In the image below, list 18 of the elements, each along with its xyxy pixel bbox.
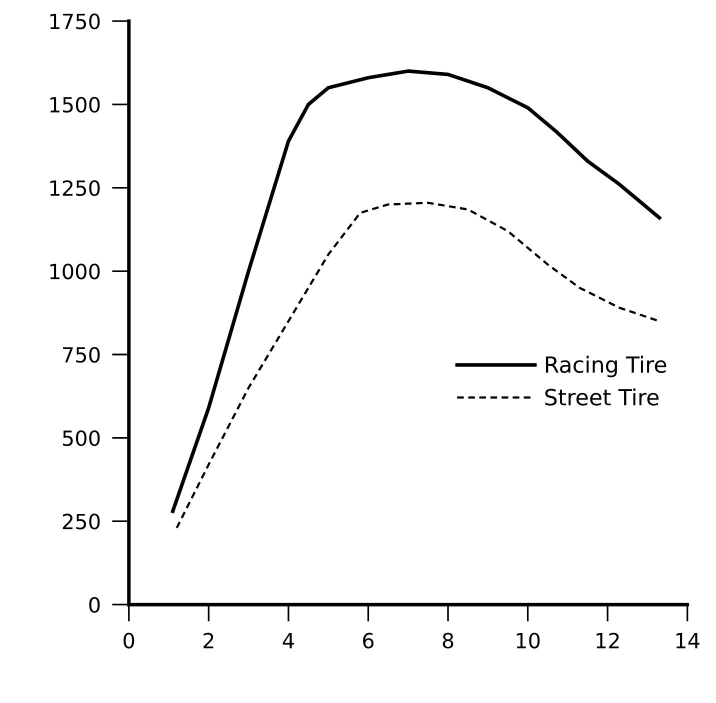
y-tick-label: 1000 xyxy=(50,264,100,280)
x-tick-label: 14 xyxy=(676,633,700,648)
y-tick-label: 1750 xyxy=(50,14,100,30)
y-tick-label: 750 xyxy=(63,346,100,363)
x-tick-label: 6 xyxy=(363,632,374,648)
x-tick-label: 12 xyxy=(596,632,619,648)
y-tick-label: 0 xyxy=(89,597,100,613)
x-tick-label: 0 xyxy=(124,632,134,648)
y-tick-label: 500 xyxy=(62,430,100,446)
y-tick-label: 1500 xyxy=(50,96,100,113)
x-tick-label: 8 xyxy=(442,632,454,648)
x-tick-label: 10 xyxy=(516,632,540,648)
legend-label: Street Tire xyxy=(545,388,659,406)
y-tick-label: 1250 xyxy=(50,180,100,196)
legend-label: Racing Tire xyxy=(546,356,666,378)
x-tick-label: 2 xyxy=(204,632,214,648)
y-tick-label: 250 xyxy=(62,514,100,530)
x-tick-label: 4 xyxy=(282,633,294,648)
